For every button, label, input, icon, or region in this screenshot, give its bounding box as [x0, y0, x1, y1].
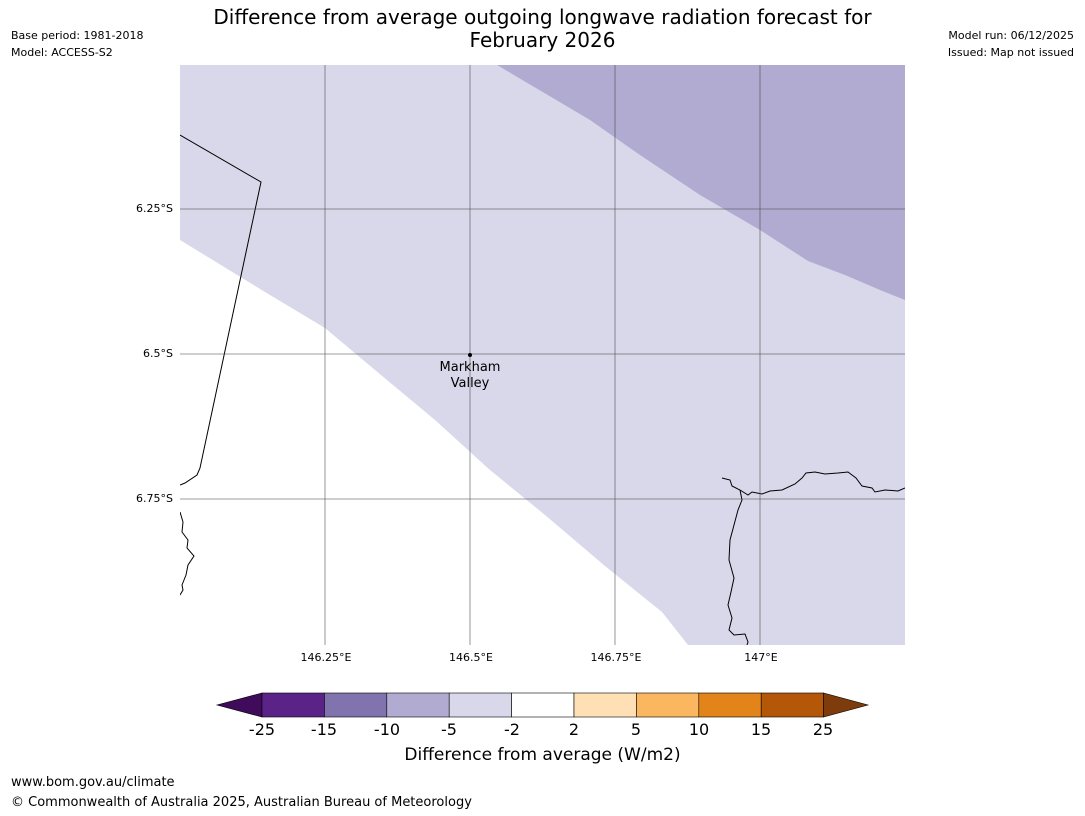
issued-status: Issued: Map not issued — [947, 46, 1074, 59]
map-plot-area — [180, 65, 905, 645]
base-period: Base period: 1981-2018 — [11, 29, 144, 42]
colorbar-tick-5: -2 — [504, 720, 520, 739]
colorbar-segment-6 — [573, 692, 637, 718]
colorbar-tick-6: 2 — [568, 720, 580, 739]
place-label: Markham Valley — [430, 360, 510, 392]
colorbar-tick-1: -25 — [248, 720, 276, 739]
model-name: Model: ACCESS-S2 — [11, 46, 113, 59]
colorbar-tick-10: 25 — [812, 720, 834, 739]
lon-label-3: 146.75°E — [590, 651, 642, 664]
coastline-west — [180, 134, 262, 486]
lat-label-1: 6.25°S — [136, 202, 173, 215]
footer-url: www.bom.gov.au/climate — [11, 775, 175, 790]
colorbar-segment-8 — [698, 692, 762, 718]
lon-label-2: 146.5°E — [449, 651, 493, 664]
region-light — [180, 65, 905, 645]
title-line-1: Difference from average outgoing longwav… — [213, 5, 872, 29]
place-name-line-1: Markham — [439, 360, 501, 375]
location-marker — [468, 353, 472, 357]
place-name-line-2: Valley — [450, 376, 490, 391]
footer-copyright: © Commonwealth of Australia 2025, Austra… — [11, 795, 472, 810]
river-coast-line — [727, 489, 749, 645]
coastline-southeast — [721, 471, 905, 496]
meta-right: Model run: 06/12/2025 Issued: Map not is… — [948, 27, 1074, 61]
colorbar-segment-9 — [760, 692, 824, 718]
colorbar-tick-8: 10 — [688, 720, 710, 739]
model-run: Model run: 06/12/2025 — [948, 29, 1074, 42]
colorbar-high-arrow — [823, 692, 870, 718]
colorbar-segment-2 — [324, 692, 388, 718]
colorbar-segment-3 — [386, 692, 450, 718]
lon-label-1: 146.25°E — [300, 651, 352, 664]
colorbar-segment-5 — [511, 692, 575, 718]
colorbar-segment-1 — [261, 692, 325, 718]
title-line-2: February 2026 — [469, 28, 616, 52]
colorbar-tick-2: -15 — [310, 720, 338, 739]
colorbar-tick-9: 15 — [750, 720, 772, 739]
lat-label-3: 6.75°S — [136, 492, 173, 505]
colorbar-tick-7: 5 — [630, 720, 642, 739]
colorbar-tick-4: -5 — [441, 720, 457, 739]
colorbar-label: Difference from average (W/m2) — [404, 745, 681, 765]
colorbar-segment-7 — [636, 692, 700, 718]
lon-label-4: 147°E — [744, 651, 778, 664]
colorbar-low-arrow — [215, 692, 263, 718]
coastline-southwest — [180, 511, 195, 596]
lat-label-2: 6.5°S — [143, 347, 173, 360]
meta-left: Base period: 1981-2018 Model: ACCESS-S2 — [11, 27, 143, 61]
colorbar-segment-4 — [448, 692, 512, 718]
colorbar-tick-3: -10 — [373, 720, 401, 739]
map-title: Difference from average outgoing longwav… — [180, 6, 905, 52]
region-medium — [497, 65, 905, 300]
